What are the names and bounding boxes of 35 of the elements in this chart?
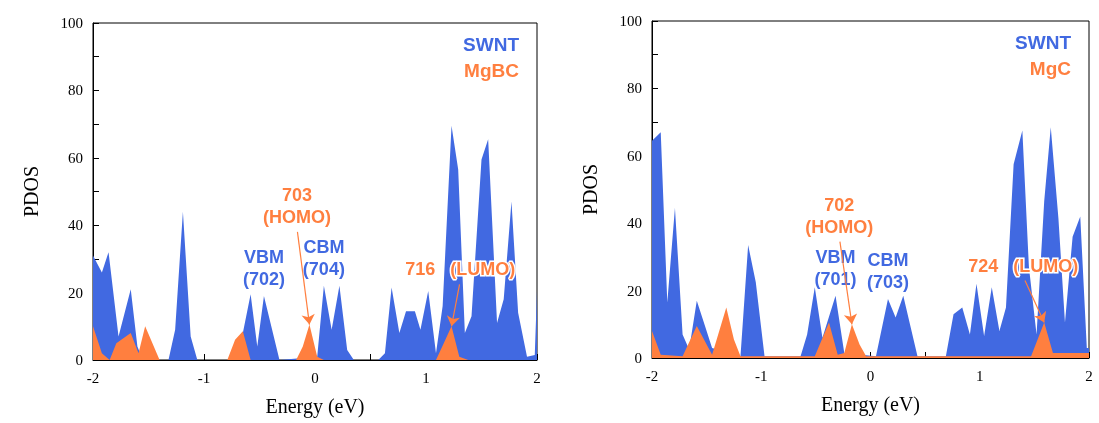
text: SWNT	[463, 34, 520, 55]
y-tick-label: 0	[634, 350, 642, 366]
y-tick-label: 60	[68, 149, 83, 166]
y-tick-label: 100	[60, 15, 83, 31]
y-tick-label: 80	[627, 80, 642, 97]
annotation: CBM (704)	[302, 236, 345, 279]
annotation: 702 (HOMO)	[805, 194, 874, 237]
x-tick-label: 2	[1085, 367, 1093, 384]
annotation: VBM (702)	[242, 246, 285, 289]
x-tick-label: 0	[866, 367, 875, 384]
y-tick-label: 60	[627, 147, 642, 164]
y-tick-label: 80	[68, 82, 83, 99]
x-tick-label: 1	[976, 367, 984, 384]
x-tick-label: 1	[422, 369, 430, 386]
x-tick-label: 2	[533, 369, 541, 386]
y-tick-label: 20	[627, 282, 642, 299]
x-axis-title: Energy (eV)	[820, 393, 921, 416]
y-tick-label: 20	[68, 284, 83, 301]
text: SWNT	[1015, 32, 1072, 53]
text: MgC	[1029, 58, 1072, 79]
x-tick-label: -1	[197, 369, 211, 386]
annotation: CBM (703)	[866, 250, 909, 293]
x-tick-label: 0	[311, 369, 319, 386]
x-axis-title: Energy (eV)	[265, 395, 365, 418]
x-tick-label: -1	[755, 367, 768, 384]
x-tick-label: -2	[86, 369, 100, 386]
y-axis-title: PDOS	[20, 165, 42, 218]
text: MgBC	[464, 60, 520, 81]
y-axis-title: PDOS	[579, 163, 601, 216]
y-tick-label: 100	[619, 13, 642, 29]
x-tick-label: -2	[645, 367, 659, 384]
y-tick-label: 0	[75, 352, 83, 368]
y-tick-label: 40	[627, 215, 642, 232]
y-tick-label: 40	[68, 217, 83, 234]
annotation: 703 (HOMO)	[262, 184, 331, 227]
